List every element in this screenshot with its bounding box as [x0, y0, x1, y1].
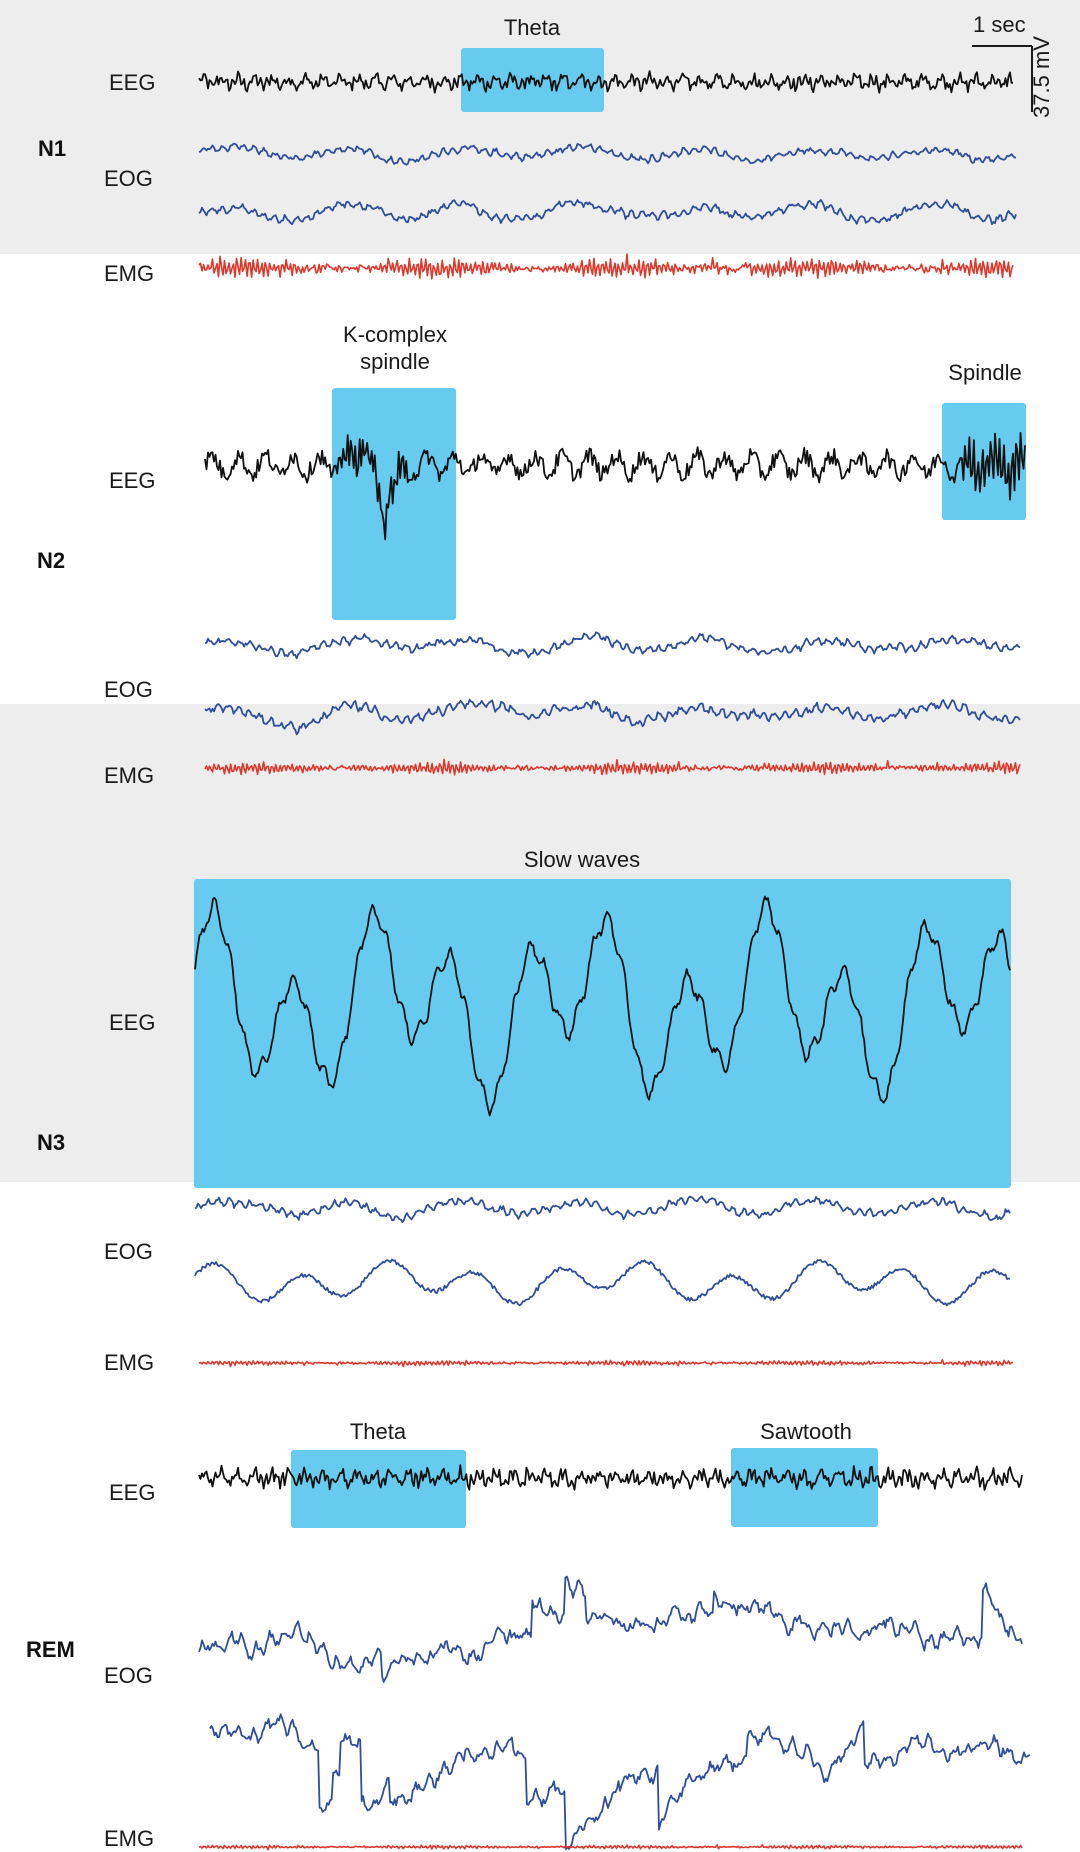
channel-label-eog: EOG	[104, 1663, 153, 1688]
panel-n2	[0, 254, 1080, 704]
channel-label-eeg: EEG	[109, 468, 156, 493]
annotation-theta: Theta	[503, 15, 561, 40]
channel-label-eog: EOG	[104, 166, 153, 191]
channel-label-eeg: EEG	[109, 70, 156, 95]
stage-label-n3: N3	[37, 1130, 66, 1155]
highlight-n3-slow-waves	[194, 879, 1011, 1188]
channel-label-eog: EOG	[104, 677, 153, 702]
annotation-slow-waves: Slow waves	[523, 847, 641, 872]
highlight-rem-sawtooth	[731, 1448, 878, 1527]
scale-bar-time-label: 1 sec	[973, 12, 1026, 37]
stage-label-n2: N2	[37, 548, 66, 573]
scale-bar-amplitude-label: 37.5 mV	[1028, 36, 1054, 118]
annotation-k-complex-spindle: K-complex spindle	[343, 322, 447, 374]
channel-label-eeg: EEG	[109, 1480, 156, 1505]
annotation-theta: Theta	[349, 1419, 407, 1444]
stage-label-n1: N1	[38, 136, 67, 161]
channel-label-emg: EMG	[104, 1826, 155, 1851]
channel-label-emg: EMG	[104, 763, 155, 788]
highlight-n2-spindle	[942, 403, 1026, 520]
annotation-sawtooth: Sawtooth	[760, 1419, 852, 1444]
stage-label-rem: REM	[26, 1637, 75, 1662]
channel-label-eeg: EEG	[109, 1010, 156, 1035]
annotation-spindle: Spindle	[948, 360, 1022, 385]
channel-label-eog: EOG	[104, 1239, 153, 1264]
highlight-n1-theta	[461, 48, 604, 112]
channel-label-emg: EMG	[104, 261, 155, 286]
panel-rem	[0, 1182, 1080, 1852]
highlight-n2-k-complex-spindle	[332, 388, 456, 620]
highlight-rem-theta	[291, 1450, 466, 1528]
channel-label-emg: EMG	[104, 1350, 155, 1375]
